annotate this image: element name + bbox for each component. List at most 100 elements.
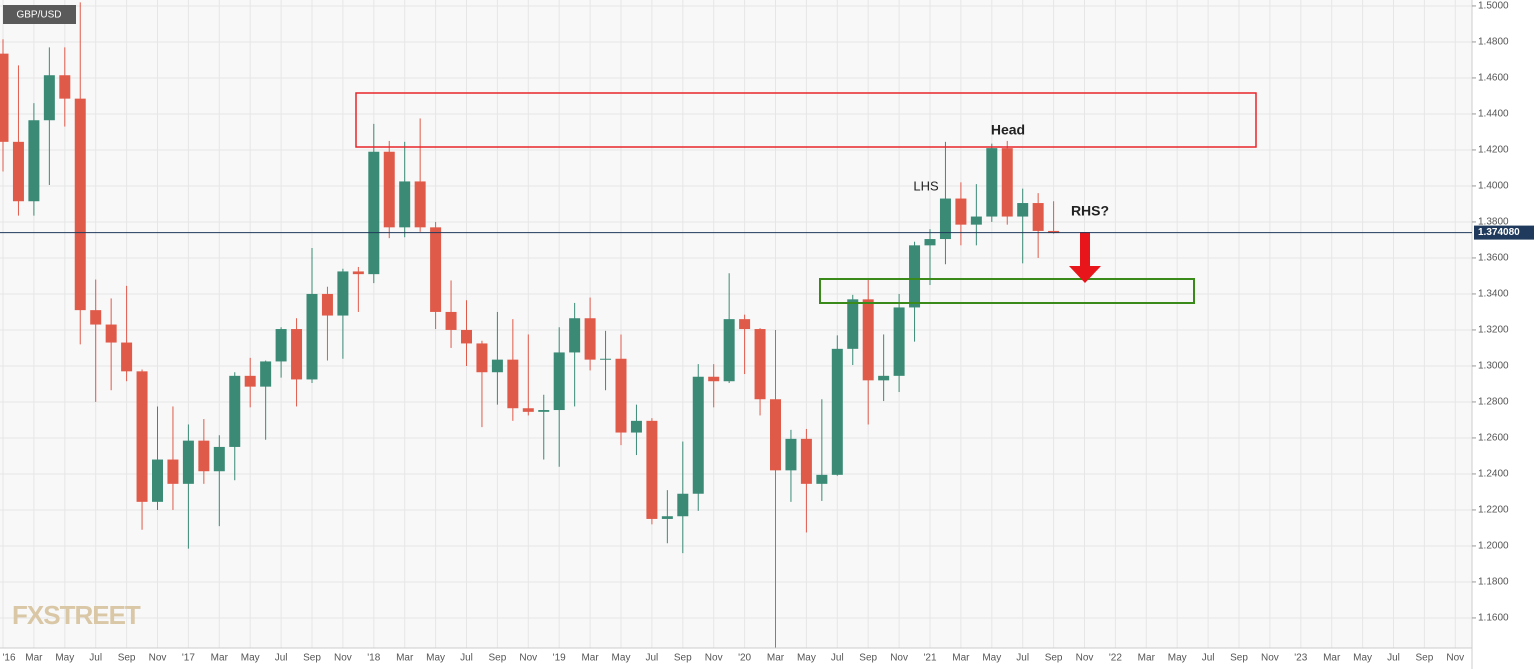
y-tick-label: 1.2800 bbox=[1478, 397, 1509, 408]
x-tick-label: Mar bbox=[767, 653, 785, 664]
candle-body bbox=[121, 342, 133, 372]
candle-body bbox=[630, 420, 642, 433]
candle-body bbox=[306, 293, 318, 380]
candle-body bbox=[461, 329, 472, 344]
candle-body bbox=[1017, 203, 1029, 217]
x-tick-label: Mar bbox=[396, 653, 414, 664]
candle-body bbox=[986, 148, 998, 217]
candle-body bbox=[831, 348, 843, 475]
candle-body bbox=[909, 245, 921, 308]
y-tick-label: 1.4800 bbox=[1478, 37, 1509, 48]
x-tick-label: May bbox=[426, 653, 445, 664]
candle-body bbox=[244, 375, 256, 387]
candle-body bbox=[275, 329, 287, 362]
candle-body bbox=[800, 438, 812, 484]
support-box bbox=[819, 278, 1195, 304]
x-tick-label: May bbox=[612, 653, 631, 664]
candle-body bbox=[445, 311, 457, 330]
candle-body bbox=[0, 53, 9, 142]
candle-body bbox=[785, 438, 797, 471]
candle-body bbox=[584, 318, 596, 360]
annotation: RHS? bbox=[1071, 203, 1109, 219]
candle-body bbox=[569, 318, 581, 353]
candle-body bbox=[167, 459, 179, 484]
candle-body bbox=[12, 141, 24, 202]
symbol-badge bbox=[3, 5, 76, 24]
x-tick-label: Jul bbox=[460, 653, 473, 664]
candle-body bbox=[507, 359, 519, 409]
x-tick-label: May bbox=[1353, 653, 1372, 664]
watermark: FXSTREET bbox=[12, 600, 141, 630]
candles bbox=[0, 2, 1060, 648]
candle-body bbox=[770, 399, 781, 471]
candle-body bbox=[383, 151, 395, 228]
candle-body bbox=[708, 376, 720, 382]
arrow-head bbox=[1069, 266, 1101, 283]
x-tick-label: Nov bbox=[890, 653, 908, 664]
candle-body bbox=[90, 310, 102, 325]
candle-body bbox=[260, 361, 272, 387]
y-tick-label: 1.4000 bbox=[1478, 181, 1509, 192]
candle-body bbox=[924, 239, 936, 246]
candle-body bbox=[939, 198, 951, 240]
candle-body bbox=[213, 446, 225, 472]
candle-body bbox=[43, 75, 55, 121]
candle-body bbox=[321, 293, 333, 316]
x-tick-label: Jul bbox=[646, 653, 659, 664]
candle-body bbox=[229, 375, 241, 447]
x-tick-label: Mar bbox=[1323, 653, 1341, 664]
candle-body bbox=[414, 181, 426, 228]
x-tick-label: Sep bbox=[489, 653, 507, 664]
x-tick-label: Nov bbox=[1446, 653, 1464, 664]
y-tick-label: 1.2000 bbox=[1478, 541, 1509, 552]
candle-body bbox=[399, 181, 411, 228]
candle-body bbox=[1032, 203, 1044, 231]
candle-body bbox=[152, 459, 163, 502]
x-tick-label: May bbox=[55, 653, 74, 664]
x-tick-label: Jul bbox=[1387, 653, 1400, 664]
candle-body bbox=[1048, 230, 1060, 233]
candle-body bbox=[491, 359, 503, 373]
candle-body bbox=[754, 329, 766, 400]
x-tick-label: '17 bbox=[182, 653, 195, 664]
y-tick-label: 1.3200 bbox=[1478, 325, 1509, 336]
candle-body bbox=[337, 271, 349, 316]
candle-body bbox=[182, 440, 194, 484]
x-tick-label: '19 bbox=[553, 653, 566, 664]
arrow-shaft bbox=[1080, 232, 1090, 268]
candle-body bbox=[723, 319, 735, 382]
resistance-box bbox=[355, 92, 1257, 148]
x-tick-label: Mar bbox=[1138, 653, 1156, 664]
candle-body bbox=[368, 151, 380, 275]
candle-body bbox=[661, 516, 673, 519]
plot-background bbox=[0, 0, 1472, 648]
candle-body bbox=[600, 358, 612, 360]
y-tick-label: 1.5000 bbox=[1478, 1, 1509, 12]
grid bbox=[0, 0, 1472, 648]
x-tick-label: Nov bbox=[149, 653, 167, 664]
x-tick-label: Sep bbox=[1230, 653, 1248, 664]
x-tick-label: '20 bbox=[738, 653, 751, 664]
candle-body bbox=[198, 440, 210, 472]
x-tick-label: Nov bbox=[1076, 653, 1094, 664]
x-tick-label: Mar bbox=[952, 653, 970, 664]
last-price-badge bbox=[1474, 225, 1534, 240]
y-tick-label: 1.4400 bbox=[1478, 109, 1509, 120]
y-tick-label: 1.3000 bbox=[1478, 361, 1509, 372]
x-tick-label: Nov bbox=[519, 653, 537, 664]
candle-body bbox=[476, 343, 488, 373]
y-tick-label: 1.3800 bbox=[1478, 217, 1509, 228]
candle-body bbox=[430, 227, 442, 312]
x-tick-label: Sep bbox=[118, 653, 136, 664]
candle-body bbox=[878, 375, 890, 381]
candle-body bbox=[59, 75, 71, 99]
candle-body bbox=[136, 371, 148, 502]
candle-body bbox=[955, 198, 967, 225]
candle-body bbox=[522, 408, 534, 412]
x-tick-label: Sep bbox=[674, 653, 692, 664]
x-tick-label: Mar bbox=[581, 653, 599, 664]
candle-body bbox=[847, 299, 859, 349]
x-tick-label: May bbox=[1168, 653, 1187, 664]
symbol: GBP/USD bbox=[16, 10, 61, 21]
